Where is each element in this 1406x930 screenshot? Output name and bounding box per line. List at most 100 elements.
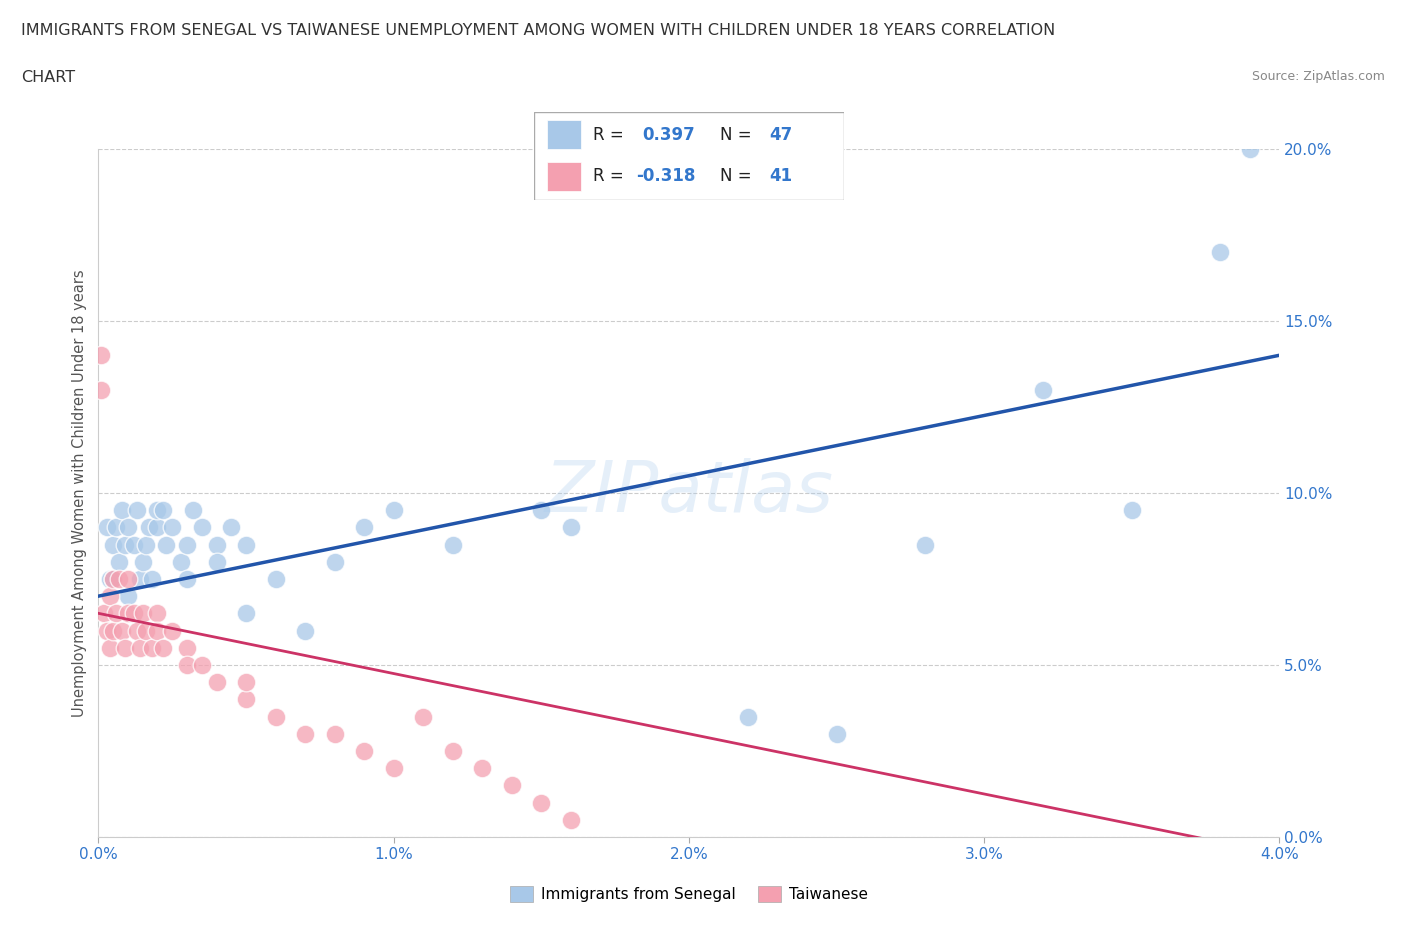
Point [146,503,169,518]
Point [96,520,118,535]
Point [382,761,405,776]
Point [382,503,405,518]
Point [530,795,553,810]
Point [412,709,434,724]
Point [117,589,139,604]
Bar [547,162,581,192]
Point [103,571,124,587]
Text: R =: R = [593,126,624,143]
Point [103,623,124,638]
Point [176,571,198,587]
Text: -0.318: -0.318 [637,167,696,185]
Point [96,623,118,638]
Point [114,641,136,656]
Point [1239,141,1261,156]
Point [191,658,214,672]
Point [132,606,155,621]
Point [122,606,145,621]
Point [176,538,198,552]
Point [1032,382,1054,397]
Text: N =: N = [720,167,751,185]
Point [117,571,139,587]
Point [264,571,287,587]
Point [125,623,148,638]
Point [205,554,228,569]
Point [471,761,494,776]
Point [108,571,131,587]
Point [117,520,139,535]
Point [219,520,242,535]
Point [176,641,198,656]
Point [353,744,375,759]
Point [111,623,134,638]
Text: 41: 41 [769,167,793,185]
Text: CHART: CHART [21,70,75,85]
Point [1121,503,1143,518]
Point [294,726,316,741]
Point [560,520,582,535]
Point [98,641,121,656]
Point [125,503,148,518]
Text: N =: N = [720,126,751,143]
Point [205,675,228,690]
Point [132,554,155,569]
Point [135,623,157,638]
Point [98,571,121,587]
Legend: Immigrants from Senegal, Taiwanese: Immigrants from Senegal, Taiwanese [503,881,875,909]
Point [105,520,128,535]
Point [501,777,523,792]
Point [530,503,553,518]
Point [323,726,346,741]
Point [162,520,183,535]
Point [235,606,257,621]
Point [170,554,193,569]
Point [146,606,169,621]
Point [146,623,169,638]
Point [90,382,112,397]
Point [191,520,214,535]
Point [141,641,163,656]
Point [323,554,346,569]
Text: Source: ZipAtlas.com: Source: ZipAtlas.com [1251,70,1385,83]
Point [235,675,257,690]
Point [111,503,134,518]
Point [235,692,257,707]
Y-axis label: Unemployment Among Women with Children Under 18 years: Unemployment Among Women with Children U… [72,269,87,717]
Point [122,538,145,552]
Point [135,538,157,552]
Point [825,726,848,741]
Point [103,538,124,552]
Point [93,606,115,621]
Point [114,538,136,552]
Point [152,641,174,656]
Point [105,606,128,621]
Point [560,813,582,828]
Point [205,538,228,552]
Text: R =: R = [593,167,624,185]
Point [737,709,759,724]
Point [181,503,204,518]
Point [264,709,287,724]
Point [90,348,112,363]
Text: ZIPatlas: ZIPatlas [544,458,834,527]
Point [108,554,131,569]
Point [152,503,174,518]
Text: IMMIGRANTS FROM SENEGAL VS TAIWANESE UNEMPLOYMENT AMONG WOMEN WITH CHILDREN UNDE: IMMIGRANTS FROM SENEGAL VS TAIWANESE UNE… [21,23,1056,38]
Text: 47: 47 [769,126,793,143]
Point [353,520,375,535]
Point [146,520,169,535]
Point [162,623,183,638]
Point [294,623,316,638]
Point [1209,245,1232,259]
FancyBboxPatch shape [534,112,844,200]
Point [441,744,464,759]
Text: 0.397: 0.397 [643,126,696,143]
Point [914,538,936,552]
Point [128,571,150,587]
Point [117,606,139,621]
Point [138,520,160,535]
Point [103,571,124,587]
Point [235,538,257,552]
Point [441,538,464,552]
Point [141,571,163,587]
